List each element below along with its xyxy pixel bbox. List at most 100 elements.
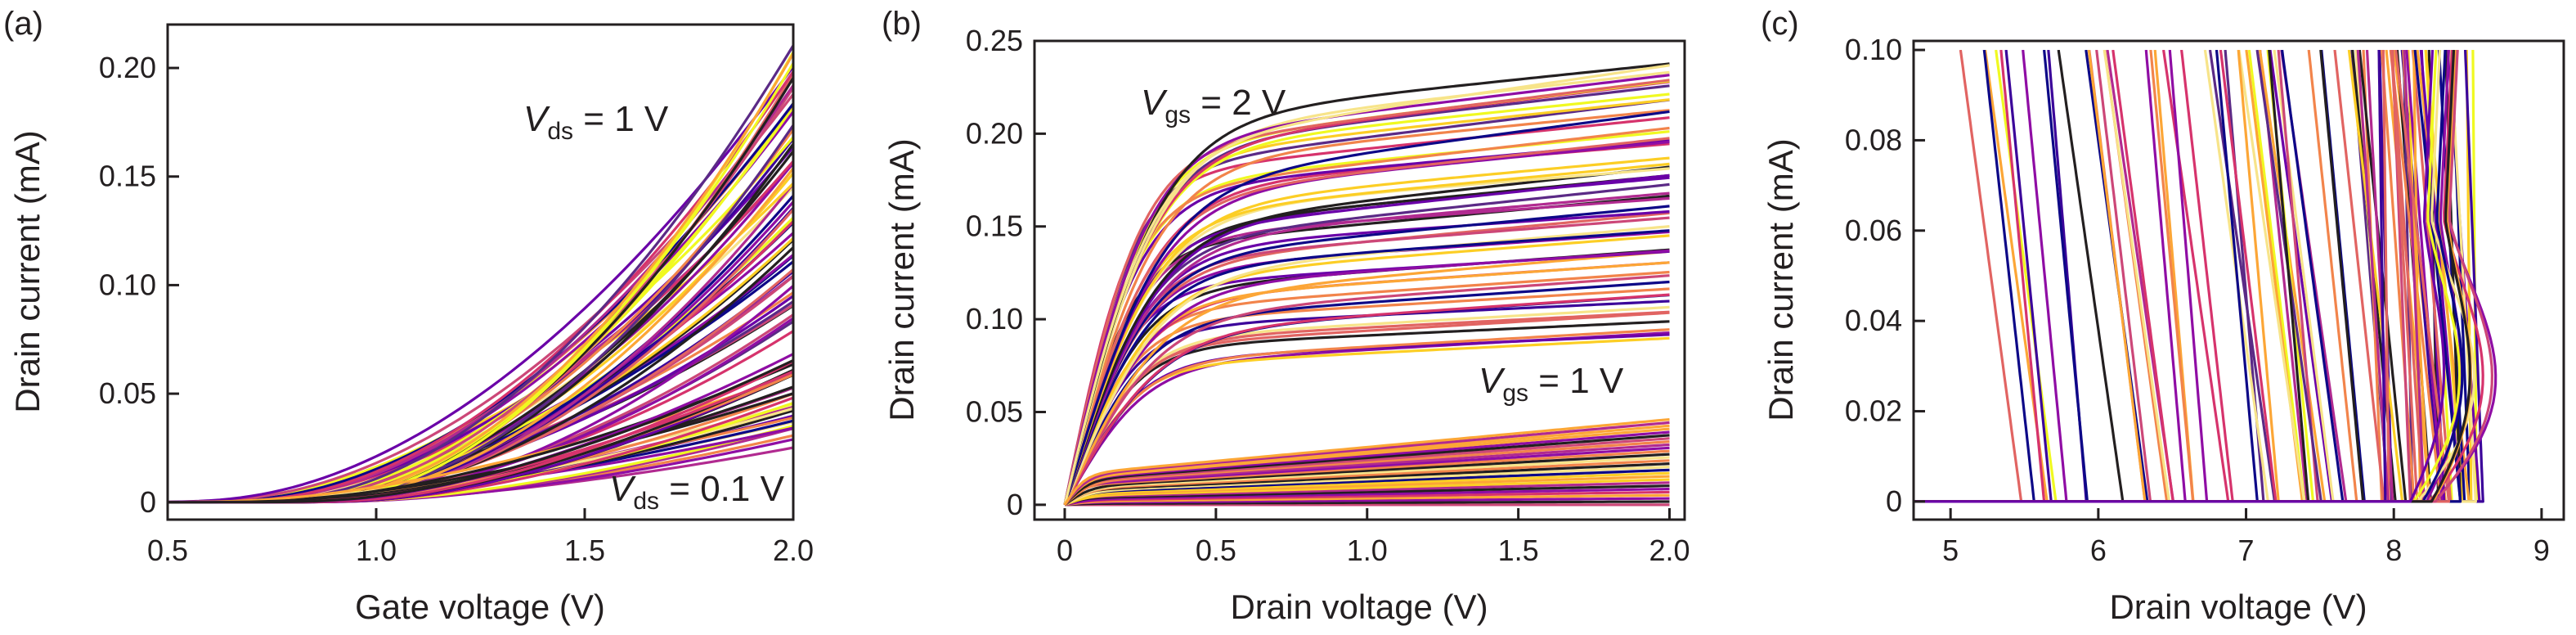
breakdown-curve: [1914, 50, 2259, 503]
curve-vgs-1: [1063, 446, 1670, 506]
panel-b-ylabel: Drain current (mA): [882, 138, 921, 421]
curve-vgs-2: [1063, 234, 1670, 506]
snapback-curve: [1914, 50, 2464, 503]
breakdown-curve: [1914, 50, 2209, 503]
y-tick-label: 0.05: [966, 394, 1023, 428]
curve-vgs-2: [1063, 165, 1670, 506]
x-tick-label: 1.5: [564, 534, 605, 567]
curve-vgs-1: [1064, 475, 1670, 507]
breakdown-curve: [1914, 50, 2278, 503]
breakdown-curve: [1914, 50, 2234, 503]
panel-c-curve-group: [1914, 50, 2497, 503]
x-tick-label: 1.0: [356, 534, 397, 567]
panel-c-label: (c): [1761, 6, 1799, 42]
breakdown-curve: [1914, 50, 2058, 503]
breakdown-curve: [1914, 50, 2046, 503]
panel-c-frame: [1912, 39, 2565, 521]
panel-b-xlabel: Drain voltage (V): [1230, 588, 1488, 626]
panel-c: (c) 5 6 7 8 9 0 0.02 0.04 0.06 0.08 0.10 Drain vol…: [1761, 6, 2565, 626]
y-tick-label: 0.02: [1845, 394, 1902, 428]
x-tick-label: 0.5: [1196, 534, 1236, 567]
curve-vgs-2: [1063, 229, 1670, 506]
y-tick-label: 0.20: [99, 51, 156, 84]
x-tick-label: 0: [1057, 534, 1073, 567]
curve-vgs-1: [1064, 468, 1670, 507]
y-tick-label: 0: [140, 485, 156, 519]
breakdown-curve: [1914, 50, 2174, 503]
x-tick-label: 9: [2533, 534, 2550, 567]
x-tick-label: 8: [2385, 534, 2402, 567]
breakdown-curve: [1914, 50, 2152, 503]
x-tick-label: 2.0: [773, 534, 814, 567]
breakdown-curve: [1914, 50, 2451, 503]
breakdown-curve: [1914, 50, 2195, 503]
panel-b-curves: [1063, 62, 1670, 507]
curve-vgs-2: [1063, 250, 1670, 506]
x-tick-label: 1.5: [1498, 534, 1539, 567]
panel-b-annotation-vgs-1: Vgs = 1 V: [1479, 361, 1624, 407]
curve-vgs-1: [1064, 490, 1670, 507]
breakdown-curve: [1914, 50, 2327, 503]
snapback-curve: [1914, 50, 2493, 503]
curve-vgs-1: [1063, 437, 1670, 506]
breakdown-curve: [1914, 50, 2089, 503]
curve-vgs-1: [1064, 487, 1670, 507]
breakdown-curve: [1914, 50, 2280, 503]
curve-vgs-2: [1063, 70, 1670, 506]
snapback-curve: [1914, 50, 2446, 503]
breakdown-curve: [1914, 50, 2306, 503]
panel-a-frame: [166, 23, 795, 521]
y-tick-label: 0.25: [966, 24, 1023, 57]
y-tick-label: 0.15: [99, 160, 156, 193]
curve-vgs-1: [1063, 443, 1670, 506]
curve-vgs-2: [1063, 156, 1670, 506]
curve-vgs-2: [1063, 293, 1670, 506]
curve-vgs-2: [1063, 287, 1670, 506]
panel-b-label: (b): [882, 6, 922, 42]
panel-a-annotation-vds-1: Vds = 1 V: [523, 99, 669, 145]
y-tick-label: 0: [1007, 488, 1023, 521]
curve-vgs-1: [1063, 427, 1670, 506]
curve-vds-01: [168, 358, 794, 504]
breakdown-curve: [1914, 50, 2306, 503]
breakdown-curve: [1914, 50, 2023, 503]
curve-vgs-2: [1063, 320, 1670, 506]
curve-vgs-1: [1063, 434, 1670, 507]
breakdown-curve: [1914, 50, 2387, 503]
y-tick-label: 0.08: [1845, 123, 1902, 156]
breakdown-curve: [1914, 50, 2265, 503]
curve-vgs-1: [1064, 500, 1670, 507]
curve-vgs-2: [1063, 280, 1670, 506]
curve-vgs-2: [1063, 328, 1670, 506]
snapback-curve: [1914, 50, 2462, 503]
breakdown-curve: [1914, 50, 2125, 503]
curve-vgs-1: [1064, 456, 1670, 507]
curve-vgs-2: [1063, 205, 1670, 506]
x-tick-label: 5: [1942, 534, 1959, 567]
breakdown-curve: [1914, 50, 2035, 503]
curve-vgs-1: [1064, 484, 1670, 507]
y-tick-label: 0: [1886, 484, 1902, 518]
breakdown-curve: [1914, 50, 2310, 503]
x-tick-label: 0.5: [147, 534, 188, 567]
curve-vgs-1: [1064, 481, 1670, 507]
breakdown-curve: [1914, 50, 2358, 503]
breakdown-curve: [1914, 50, 2416, 503]
curve-vgs-2: [1063, 216, 1670, 506]
curve-vgs-2: [1063, 109, 1670, 506]
curve-vgs-1: [1064, 465, 1670, 507]
y-tick-label: 0.04: [1845, 304, 1902, 337]
y-tick-label: 0.15: [966, 209, 1023, 243]
curve-vgs-1: [1063, 424, 1670, 506]
snapback-curve: [1914, 50, 2471, 503]
curve-vgs-1: [1063, 418, 1670, 506]
panel-b-annotation-vgs-2: Vgs = 2 V: [1141, 83, 1286, 128]
breakdown-curve: [1914, 50, 2426, 503]
panel-a-curves: [167, 44, 795, 504]
curve-vgs-1: [1064, 462, 1670, 507]
panel-a-label: (a): [3, 6, 43, 42]
breakdown-curve: [1914, 50, 2345, 503]
x-tick-label: 1.0: [1347, 534, 1388, 567]
panel-c-axes: 5 6 7 8 9 0 0.02 0.04 0.06 0.08 0.10: [1845, 33, 2550, 567]
